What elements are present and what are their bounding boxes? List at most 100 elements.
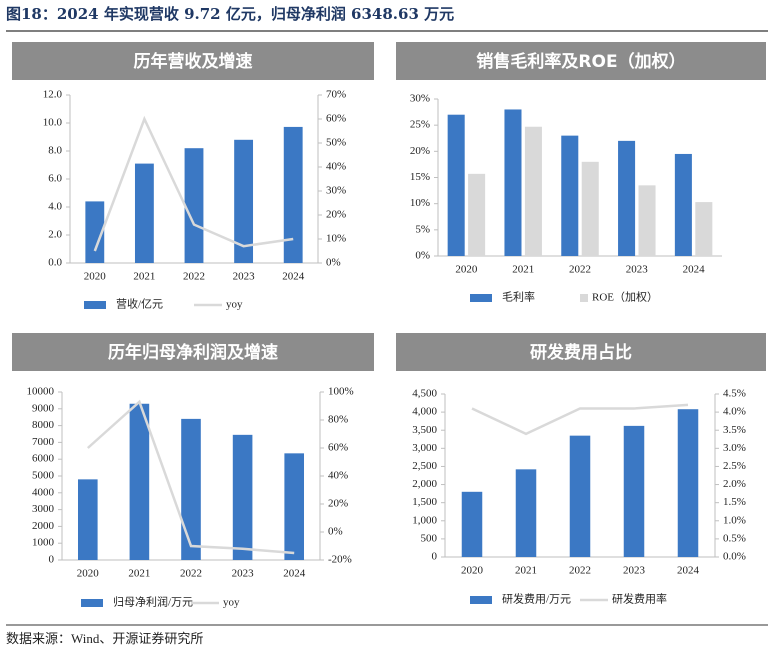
y2-tick-label: 1.5%	[723, 496, 746, 508]
x-tick-label: 2020	[84, 271, 107, 283]
legend-label: 毛利率	[502, 290, 535, 304]
x-tick-label: 2023	[233, 271, 256, 283]
x-tick-label: 2023	[623, 565, 646, 577]
legend-swatch	[81, 599, 103, 607]
y2-tick-label: 4.5%	[723, 388, 746, 400]
y2-tick-label: 60%	[328, 442, 348, 454]
bar	[504, 109, 522, 256]
figure-title: 图18：2024 年实现营收 9.72 亿元，归母净利润 6348.63 万元	[6, 5, 454, 23]
x-tick-label: 2021	[512, 264, 534, 276]
x-tick-label: 2021	[515, 565, 537, 577]
x-tick-label: 2020	[455, 264, 478, 276]
y-tick-label: 4,000	[412, 406, 437, 418]
y2-tick-label: 80%	[328, 414, 348, 426]
bar	[638, 185, 656, 256]
legend-label: 研发费用/万元	[502, 592, 571, 606]
bar	[524, 126, 542, 256]
bar	[618, 140, 636, 256]
panel-title: 研发费用占比	[530, 342, 632, 363]
y-tick-label: 0%	[415, 250, 430, 262]
y2-tick-label: 70%	[326, 89, 346, 101]
bar	[85, 201, 105, 263]
y2-tick-label: 3.0%	[723, 442, 746, 454]
y2-tick-label: 40%	[326, 161, 346, 173]
bar	[569, 435, 591, 557]
bar	[674, 153, 692, 256]
y-tick-label: 1000	[32, 537, 55, 549]
bar	[134, 163, 154, 263]
legend-swatch	[84, 301, 106, 309]
panel-title: 销售毛利率及ROE（加权）	[476, 51, 685, 72]
legend-label: yoy	[226, 299, 243, 311]
x-tick-label: 2024	[683, 264, 706, 276]
y-tick-label: 20%	[410, 145, 430, 157]
bar	[284, 453, 305, 560]
y-tick-label: 10000	[27, 386, 55, 398]
y-tick-label: 0	[432, 551, 438, 563]
x-tick-label: 2022	[569, 565, 591, 577]
y2-tick-label: 1.0%	[723, 514, 746, 526]
y-tick-label: 8000	[32, 419, 55, 431]
y-tick-label: 10.0	[43, 117, 63, 129]
y-tick-label: 500	[421, 532, 438, 544]
y-tick-label: 4.0	[48, 201, 62, 213]
x-tick-label: 2020	[77, 568, 100, 580]
bar	[461, 491, 483, 557]
y2-tick-label: 30%	[326, 185, 346, 197]
y-tick-label: 4,500	[412, 388, 437, 400]
legend-swatch	[580, 294, 588, 302]
y-tick-label: 2.0	[48, 229, 62, 241]
y-tick-label: 5000	[32, 470, 55, 482]
bar	[129, 403, 150, 560]
bar	[561, 135, 579, 256]
y-tick-label: 1,500	[412, 496, 437, 508]
y-tick-label: 15%	[410, 171, 430, 183]
y-tick-label: 3,500	[412, 424, 437, 436]
x-tick-label: 2021	[128, 568, 150, 580]
x-tick-label: 2024	[282, 271, 305, 283]
y2-tick-label: -20%	[328, 554, 352, 566]
y2-tick-label: 0%	[328, 526, 343, 538]
x-tick-label: 2024	[283, 568, 306, 580]
y2-tick-label: 2.0%	[723, 478, 746, 490]
panel-title: 历年归母净利润及增速	[108, 342, 278, 363]
x-tick-label: 2022	[183, 271, 205, 283]
y-tick-label: 3,000	[412, 442, 437, 454]
panel-header	[396, 333, 766, 371]
x-tick-label: 2023	[232, 568, 255, 580]
panel-header	[396, 42, 766, 80]
y2-tick-label: 4.0%	[723, 406, 746, 418]
bar	[181, 418, 201, 560]
source: 数据来源：Wind、开源证券研究所	[6, 631, 203, 646]
panel-title: 历年营收及增速	[134, 51, 253, 72]
panel-header	[12, 42, 374, 80]
legend-label: yoy	[223, 597, 240, 609]
y2-tick-label: 0.5%	[723, 532, 746, 544]
y-tick-label: 9000	[32, 402, 55, 414]
y-tick-label: 6000	[32, 453, 55, 465]
y2-tick-label: 60%	[326, 113, 346, 125]
y-tick-label: 8.0	[48, 145, 62, 157]
bar	[515, 469, 537, 557]
legend-swatch	[470, 294, 492, 302]
legend-label: 研发费用率	[612, 592, 667, 606]
y2-tick-label: 50%	[326, 137, 346, 149]
y-tick-label: 0.0	[48, 257, 62, 269]
bar	[447, 114, 465, 256]
y-tick-label: 2000	[32, 520, 55, 532]
bar	[234, 139, 254, 263]
x-tick-label: 2024	[677, 565, 700, 577]
bar	[283, 126, 303, 263]
bar	[468, 173, 486, 256]
x-tick-label: 2021	[133, 271, 155, 283]
y-tick-label: 2,500	[412, 460, 437, 472]
y-tick-label: 0	[49, 554, 55, 566]
x-tick-label: 2022	[569, 264, 591, 276]
line	[471, 403, 689, 436]
y-tick-label: 12.0	[43, 89, 63, 101]
y2-tick-label: 0.0%	[723, 551, 746, 563]
y2-tick-label: 10%	[326, 233, 346, 245]
bar	[677, 409, 699, 557]
y-tick-label: 4000	[32, 486, 55, 498]
y-tick-label: 10%	[410, 197, 430, 209]
